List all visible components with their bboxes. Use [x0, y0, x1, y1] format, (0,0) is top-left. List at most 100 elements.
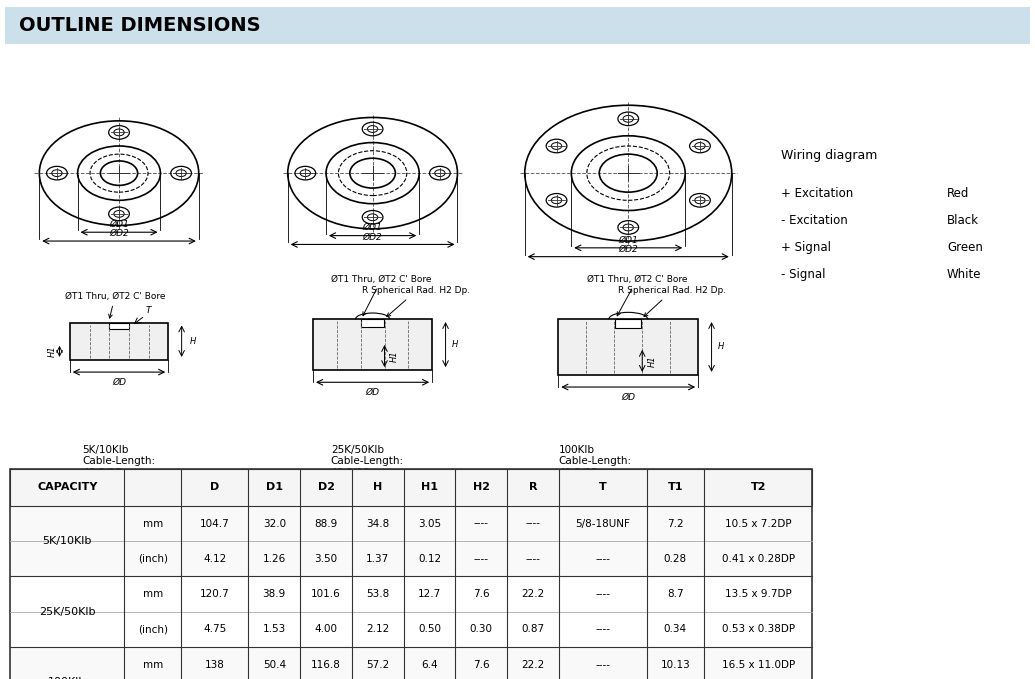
Text: 0.12: 0.12 — [418, 554, 441, 564]
Text: 10.13: 10.13 — [660, 660, 690, 669]
Text: 4.75: 4.75 — [203, 625, 227, 634]
FancyBboxPatch shape — [10, 469, 812, 506]
Text: 1.26: 1.26 — [263, 554, 286, 564]
Text: 50.4: 50.4 — [263, 660, 286, 669]
Text: 3.05: 3.05 — [418, 519, 441, 528]
Text: 0.87: 0.87 — [522, 625, 544, 634]
Text: 34.8: 34.8 — [366, 519, 389, 528]
FancyBboxPatch shape — [10, 506, 812, 576]
Text: CAPACITY: CAPACITY — [37, 482, 97, 492]
Text: H1: H1 — [389, 350, 398, 362]
Text: 7.6: 7.6 — [473, 589, 490, 599]
Text: mm: mm — [143, 589, 162, 599]
Text: 32.0: 32.0 — [263, 519, 286, 528]
Text: R: R — [529, 482, 537, 492]
Text: ----: ---- — [595, 660, 611, 669]
Text: 53.8: 53.8 — [366, 589, 389, 599]
Text: 1.53: 1.53 — [263, 625, 286, 634]
FancyBboxPatch shape — [5, 7, 1030, 44]
Text: - Signal: - Signal — [781, 268, 826, 281]
Text: 0.50: 0.50 — [418, 625, 441, 634]
Text: Red: Red — [947, 187, 970, 200]
Text: 101.6: 101.6 — [312, 589, 341, 599]
Text: 7.6: 7.6 — [473, 660, 490, 669]
Text: ----: ---- — [595, 625, 611, 634]
Text: ØD2: ØD2 — [362, 233, 383, 242]
Text: H: H — [374, 482, 382, 492]
Text: R Spherical Rad. H2 Dp.: R Spherical Rad. H2 Dp. — [618, 287, 726, 316]
Text: 116.8: 116.8 — [312, 660, 341, 669]
Text: D2: D2 — [318, 482, 334, 492]
Text: H1: H1 — [648, 355, 656, 367]
Text: 38.9: 38.9 — [263, 589, 286, 599]
Text: + Signal: + Signal — [781, 241, 831, 254]
Text: 5K/10Klb
Cable-Length:
49.2/15m: 5K/10Klb Cable-Length: 49.2/15m — [83, 445, 155, 478]
Text: 5K/10Klb: 5K/10Klb — [42, 536, 92, 546]
FancyBboxPatch shape — [10, 647, 812, 679]
Text: - Excitation: - Excitation — [781, 214, 848, 227]
Text: mm: mm — [143, 519, 162, 528]
Text: ----: ---- — [526, 519, 540, 528]
Text: ØD: ØD — [112, 378, 126, 386]
Text: 2.12: 2.12 — [366, 625, 389, 634]
Text: T: T — [599, 482, 607, 492]
FancyBboxPatch shape — [559, 319, 698, 375]
Text: 0.30: 0.30 — [470, 625, 493, 634]
Text: 1.37: 1.37 — [366, 554, 389, 564]
Text: ØD1: ØD1 — [362, 223, 383, 232]
Text: ----: ---- — [595, 554, 611, 564]
Text: 5/8-18UNF: 5/8-18UNF — [575, 519, 630, 528]
Text: White: White — [947, 268, 981, 281]
Text: H: H — [718, 342, 724, 352]
Text: T1: T1 — [668, 482, 683, 492]
Text: ØD1: ØD1 — [109, 220, 129, 229]
Text: 100Klb
Cable-Length:
49.2/15m: 100Klb Cable-Length: 49.2/15m — [559, 445, 631, 478]
Text: 13.5 x 9.7DP: 13.5 x 9.7DP — [724, 589, 792, 599]
Text: 16.5 x 11.0DP: 16.5 x 11.0DP — [721, 660, 795, 669]
Text: 7.2: 7.2 — [667, 519, 684, 528]
Text: 22.2: 22.2 — [522, 589, 544, 599]
Text: ØT1 Thru, ØT2 C' Bore: ØT1 Thru, ØT2 C' Bore — [64, 292, 166, 318]
FancyBboxPatch shape — [70, 323, 168, 360]
Text: H2: H2 — [473, 482, 490, 492]
Text: H: H — [451, 340, 459, 349]
Text: T2: T2 — [750, 482, 766, 492]
Text: D: D — [210, 482, 219, 492]
Text: (inch): (inch) — [138, 554, 168, 564]
Text: ØD2: ØD2 — [618, 245, 639, 254]
Text: 6.4: 6.4 — [421, 660, 438, 669]
Text: H1: H1 — [48, 346, 56, 357]
Text: 25K/50Klb: 25K/50Klb — [39, 607, 95, 617]
Text: 100Klb: 100Klb — [48, 678, 87, 679]
Text: 8.7: 8.7 — [667, 589, 684, 599]
Text: 0.53 x 0.38DP: 0.53 x 0.38DP — [721, 625, 795, 634]
Text: 120.7: 120.7 — [200, 589, 230, 599]
Text: 3.50: 3.50 — [315, 554, 337, 564]
FancyBboxPatch shape — [109, 323, 129, 329]
Text: ØT1 Thru, ØT2 C' Bore: ØT1 Thru, ØT2 C' Bore — [587, 275, 687, 316]
Text: 0.41 x 0.28DP: 0.41 x 0.28DP — [721, 554, 795, 564]
Text: ----: ---- — [474, 554, 489, 564]
Text: 4.12: 4.12 — [203, 554, 227, 564]
Text: 12.7: 12.7 — [418, 589, 441, 599]
Text: ----: ---- — [474, 519, 489, 528]
Text: 0.28: 0.28 — [663, 554, 687, 564]
Text: (inch): (inch) — [138, 625, 168, 634]
Text: H1: H1 — [421, 482, 438, 492]
Text: 138: 138 — [205, 660, 225, 669]
Text: 88.9: 88.9 — [315, 519, 337, 528]
FancyBboxPatch shape — [361, 319, 384, 327]
FancyBboxPatch shape — [10, 576, 812, 647]
Text: Black: Black — [947, 214, 979, 227]
Text: 57.2: 57.2 — [366, 660, 389, 669]
Text: OUTLINE DIMENSIONS: OUTLINE DIMENSIONS — [19, 16, 260, 35]
Text: + Excitation: + Excitation — [781, 187, 854, 200]
Text: H: H — [190, 337, 197, 346]
Text: ØD: ØD — [621, 392, 635, 401]
Text: mm: mm — [143, 660, 162, 669]
Text: ØD: ØD — [365, 388, 380, 397]
Text: 4.00: 4.00 — [315, 625, 337, 634]
Text: ØD2: ØD2 — [109, 230, 129, 238]
Text: R Spherical Rad. H2 Dp.: R Spherical Rad. H2 Dp. — [362, 287, 470, 316]
Text: T: T — [146, 306, 151, 315]
